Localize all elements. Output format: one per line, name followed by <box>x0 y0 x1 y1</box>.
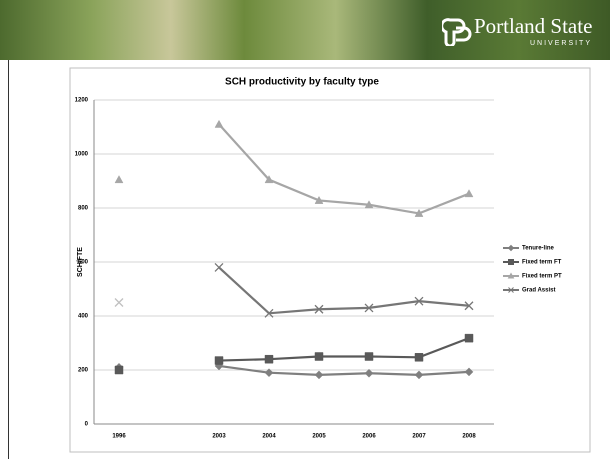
data-point <box>314 370 324 380</box>
x-tick-label: 2007 <box>412 434 426 440</box>
data-point <box>264 368 274 378</box>
series-line <box>218 337 470 362</box>
x-tick-label: 2005 <box>312 434 326 440</box>
series-line <box>218 266 470 315</box>
data-point <box>464 301 474 311</box>
legend-marker <box>508 259 514 265</box>
data-point <box>364 303 374 313</box>
data-point <box>264 354 274 364</box>
data-point <box>464 367 474 377</box>
data-point <box>364 200 374 209</box>
x-tick-label: 1996 <box>112 434 126 440</box>
legend-label: Tenure-line <box>522 246 555 252</box>
data-point <box>264 308 274 318</box>
data-point <box>364 352 374 361</box>
y-tick-label: 600 <box>78 260 89 266</box>
data-point <box>114 365 124 375</box>
x-tick-label: 2006 <box>362 434 376 440</box>
legend-marker <box>508 287 514 293</box>
y-axis-label: SCH/FTE <box>77 247 84 277</box>
legend-label: Grad Assist <box>522 288 555 294</box>
data-point <box>114 298 124 307</box>
legend-label: Fixed term PT <box>522 274 562 280</box>
data-point <box>464 333 474 343</box>
legend-marker <box>507 244 515 252</box>
data-point <box>214 356 224 365</box>
legend-label: Fixed term FT <box>522 260 562 266</box>
data-point <box>114 175 124 184</box>
chart-frame <box>69 67 591 453</box>
y-tick-label: 200 <box>78 368 89 374</box>
y-tick-label: 1200 <box>75 98 89 104</box>
x-tick-label: 2003 <box>212 434 226 440</box>
legend-marker <box>507 272 515 279</box>
data-point <box>314 304 324 314</box>
y-tick-label: 400 <box>78 314 89 320</box>
chart-title: SCH productivity by faculty type <box>225 77 379 88</box>
data-point <box>314 195 324 204</box>
data-point <box>414 353 424 362</box>
data-point <box>364 368 374 378</box>
series-line <box>218 123 470 215</box>
x-tick-label: 2008 <box>462 434 476 440</box>
data-point <box>414 370 424 380</box>
y-tick-label: 0 <box>85 422 89 428</box>
x-tick-label: 2004 <box>262 434 276 440</box>
slide-border <box>8 60 9 459</box>
series-line <box>218 364 470 376</box>
header-banner: Portland State UNIVERSITY <box>0 0 610 60</box>
data-point <box>414 296 424 306</box>
data-point <box>264 175 274 184</box>
data-point <box>414 208 424 217</box>
data-point <box>464 189 474 198</box>
y-tick-label: 800 <box>78 206 89 212</box>
logo-icon <box>442 18 472 46</box>
y-tick-label: 1000 <box>75 152 89 158</box>
data-point <box>214 262 224 272</box>
data-point <box>214 119 224 128</box>
logo-title: Portland State <box>474 14 593 38</box>
logo-subtitle: UNIVERSITY <box>530 40 593 47</box>
data-point <box>314 352 324 361</box>
